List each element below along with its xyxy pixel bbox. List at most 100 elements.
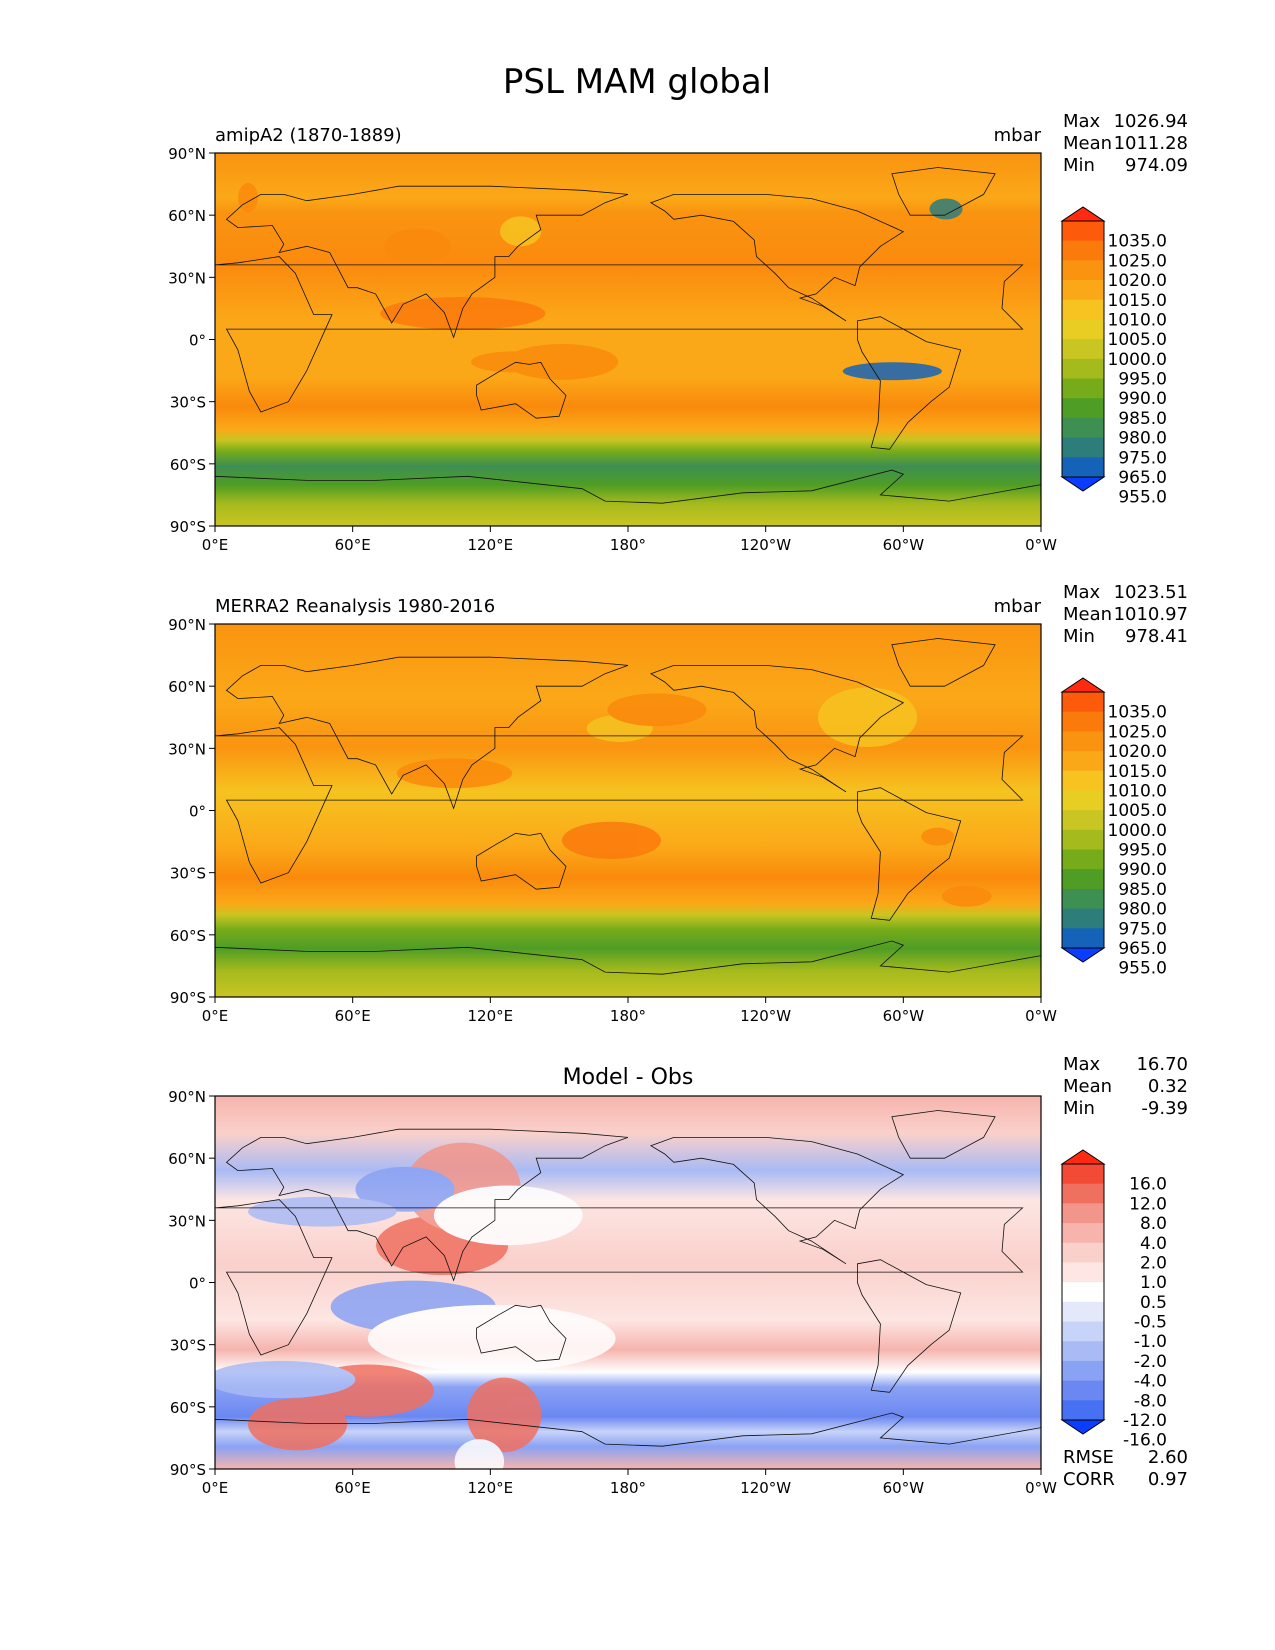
contour-patch [454,1439,505,1469]
figure-title: PSL MAM global [503,62,771,102]
colorbar-label: 985.0 [1118,880,1167,900]
colorbar-label: 16.0 [1129,1175,1167,1195]
contour-patch [355,1166,455,1212]
stat-value: 0.32 [1148,1076,1188,1097]
colorbar-label: 1035.0 [1108,232,1167,252]
colorbar-label: 975.0 [1118,448,1167,468]
lon-tick-label: 180° [610,1479,646,1497]
lon-tick-label: 0°W [1025,1479,1057,1497]
lon-tick-label: 120°W [740,536,791,554]
contour-patch [215,1360,356,1399]
colorbar-label: 1010.0 [1108,310,1167,330]
colorbar-swatch [1062,1183,1104,1204]
stat-value: 2.60 [1148,1447,1188,1468]
contour-patch [396,758,513,789]
coastline [476,1304,567,1362]
lon-tick-label: 60°W [883,1479,925,1497]
colorbar-swatch [1062,260,1104,281]
colorbar-swatch [1062,908,1104,929]
coastline [225,656,629,810]
lon-tick-label: 0°W [1025,1007,1057,1025]
map-field [215,624,1041,997]
contour-patch [433,1185,583,1246]
lat-tick-label: 30°N [168,740,206,758]
colorbar-label: -1.0 [1134,1332,1167,1352]
colorbar-swatch [1062,849,1104,870]
contour-patch [842,362,942,381]
stat-label: Min [1063,626,1095,647]
colorbar-label: 990.0 [1118,389,1167,409]
colorbar-swatch [1062,339,1104,360]
lat-tick-label: 90°S [170,1461,206,1479]
colorbar-label: 1.0 [1140,1273,1167,1293]
colorbar-swatch [1062,1341,1104,1362]
contour-patches [215,1142,616,1469]
stat-value: 16.70 [1136,1054,1188,1075]
coastline [215,256,1024,413]
coastline [476,832,567,890]
lat-tick-label: 60°N [168,678,206,696]
colorbar-label: 990.0 [1118,860,1167,880]
colorbar-swatch [1062,221,1104,242]
colorbar-extend-top [1060,677,1106,693]
colorbar-label: 1010.0 [1108,781,1167,801]
stat-value: 974.09 [1125,155,1188,176]
lon-tick-label: 0°W [1025,536,1057,554]
stat-value: 1010.97 [1114,604,1188,625]
colorbar-swatch [1062,319,1104,340]
colorbar-label: 1015.0 [1108,762,1167,782]
colorbar-swatch [1062,1321,1104,1342]
stat-label: Min [1063,1098,1095,1119]
stat-label: Max [1063,1054,1101,1075]
colorbar-extend-top [1060,206,1106,222]
contour-patch [466,1377,542,1453]
colorbar-label: 1000.0 [1108,821,1167,841]
lat-tick-label: 60°S [170,1399,206,1417]
stat-label: RMSE [1063,1447,1114,1468]
coastline [649,1137,905,1265]
colorbar-label: 995.0 [1118,370,1167,390]
colorbar-swatch [1062,810,1104,831]
colorbar-label: 4.0 [1140,1234,1167,1254]
colorbar-label: 1005.0 [1108,801,1167,821]
lon-tick-label: 120°E [468,1007,514,1025]
coastline [649,193,905,322]
coastline [225,185,629,339]
colorbar-swatch [1062,280,1104,301]
contour-patch [238,182,258,213]
lat-tick-label: 30°N [168,269,206,287]
colorbar-swatch [1062,240,1104,261]
contour-patch [248,1196,397,1227]
colorbar: 1035.01025.01020.01015.01010.01005.01000… [1060,677,1167,979]
lat-tick-label: 90°S [170,518,206,536]
colorbar-swatch [1062,770,1104,791]
lon-tick-label: 60°W [883,536,925,554]
colorbar-swatch [1062,1301,1104,1323]
colorbar-swatch [1062,398,1104,419]
colorbar-swatch [1062,1262,1104,1283]
contour-patches [238,182,963,381]
lat-tick-label: 60°S [170,456,206,474]
map-panels: 90°N60°N30°N0°30°S60°S90°S0°E 60°E 120°E 18… [168,111,1188,1497]
colorbar-label: -2.0 [1134,1352,1167,1372]
panel-title: amipA2 (1870-1889) [215,125,402,146]
coastline [891,638,996,687]
coastline [857,1259,962,1393]
coastlines [215,1110,1041,1469]
colorbar-swatch [1062,790,1104,811]
colorbar-swatch [1062,437,1104,458]
stat-label: Mean [1063,604,1112,625]
colorbar-swatch [1062,378,1104,399]
colorbar-label: -0.5 [1134,1313,1167,1333]
colorbar-label: 1020.0 [1108,271,1167,291]
colorbar-label: 955.0 [1118,488,1167,508]
coastline [891,167,996,216]
contour-patch [607,693,707,727]
colorbar-label: -4.0 [1134,1372,1167,1392]
lon-tick-label: 120°W [740,1479,791,1497]
lat-tick-label: 30°S [170,1337,206,1355]
lat-tick-label: 60°N [168,1150,206,1168]
coastlines [215,167,1041,526]
stat-value: -9.39 [1141,1098,1188,1119]
contour-patch [561,821,662,859]
